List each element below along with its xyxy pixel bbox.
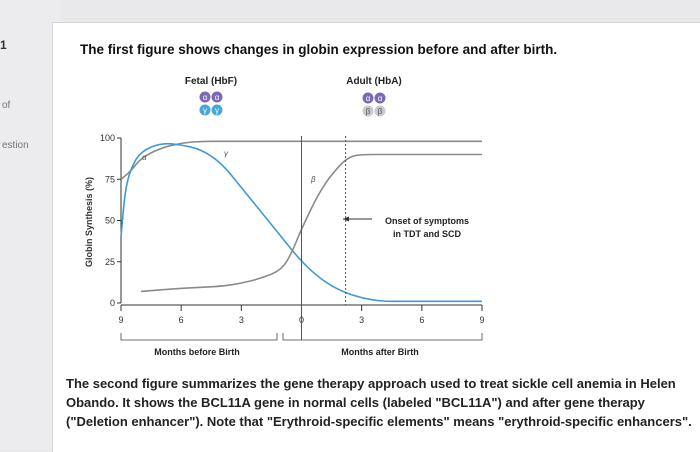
adult-label: Adult (HbA) <box>346 76 402 87</box>
alpha-curve <box>120 140 482 180</box>
x-tick-label: 3 <box>239 315 244 325</box>
gamma-curve <box>120 142 482 303</box>
y-tick-label: 25 <box>105 257 115 267</box>
y-tick-label: 100 <box>100 133 115 143</box>
fetal-chain-a2: α <box>215 93 220 102</box>
adult-hemoglobin-icon: α α β β <box>362 92 386 117</box>
onset-annotation: Onset of symptoms in TDT and SCD <box>343 216 469 239</box>
question-card <box>52 22 700 452</box>
fetal-chain-g2: γ <box>215 106 219 115</box>
x-tick-label: 9 <box>479 315 484 325</box>
fetal-label: Fetal (HbF) <box>185 76 237 87</box>
gamma-curve-label: γ <box>224 149 229 158</box>
y-axis-label: Globin Synthesis (%) <box>84 177 94 267</box>
x-tick-label: 6 <box>179 315 184 325</box>
intro-text: The first figure shows changes in globin… <box>80 42 558 57</box>
annotation-line2: in TDT and SCD <box>393 229 461 239</box>
sidebar-item-question[interactable]: estion <box>2 140 29 151</box>
left-sidebar: 1 of estion <box>0 0 60 451</box>
sidebar-item-of[interactable]: of <box>2 100 11 111</box>
adult-chain-a2: α <box>378 94 383 103</box>
alpha-curve-label: α <box>142 153 147 162</box>
beta-curve-label: β <box>310 175 316 184</box>
x-label-before: Months before Birth <box>154 347 240 357</box>
fetal-hemoglobin-icon: α α γ γ <box>199 91 223 116</box>
adult-chain-b2: β <box>378 107 383 116</box>
y-tick-label: 75 <box>105 174 115 184</box>
annotation-line1: Onset of symptoms <box>385 216 469 226</box>
fetal-chain-g1: γ <box>203 106 207 115</box>
fetal-chain-a1: α <box>203 93 208 102</box>
after-birth-bracket <box>282 333 483 341</box>
y-tick-label: 0 <box>110 298 115 308</box>
x-tick-label: 3 <box>359 315 364 325</box>
adult-chain-b1: β <box>366 107 371 116</box>
y-tick-label: 50 <box>105 216 115 226</box>
beta-curve <box>140 153 482 293</box>
x-tick-label: 6 <box>419 315 424 325</box>
sidebar-number: 1 <box>0 38 7 52</box>
adult-chain-a1: α <box>366 94 371 103</box>
x-tick-label: 9 <box>118 315 123 325</box>
before-birth-bracket <box>120 333 278 341</box>
x-label-after: Months after Birth <box>341 347 419 357</box>
outro-text: The second figure summarizes the gene th… <box>66 376 692 429</box>
